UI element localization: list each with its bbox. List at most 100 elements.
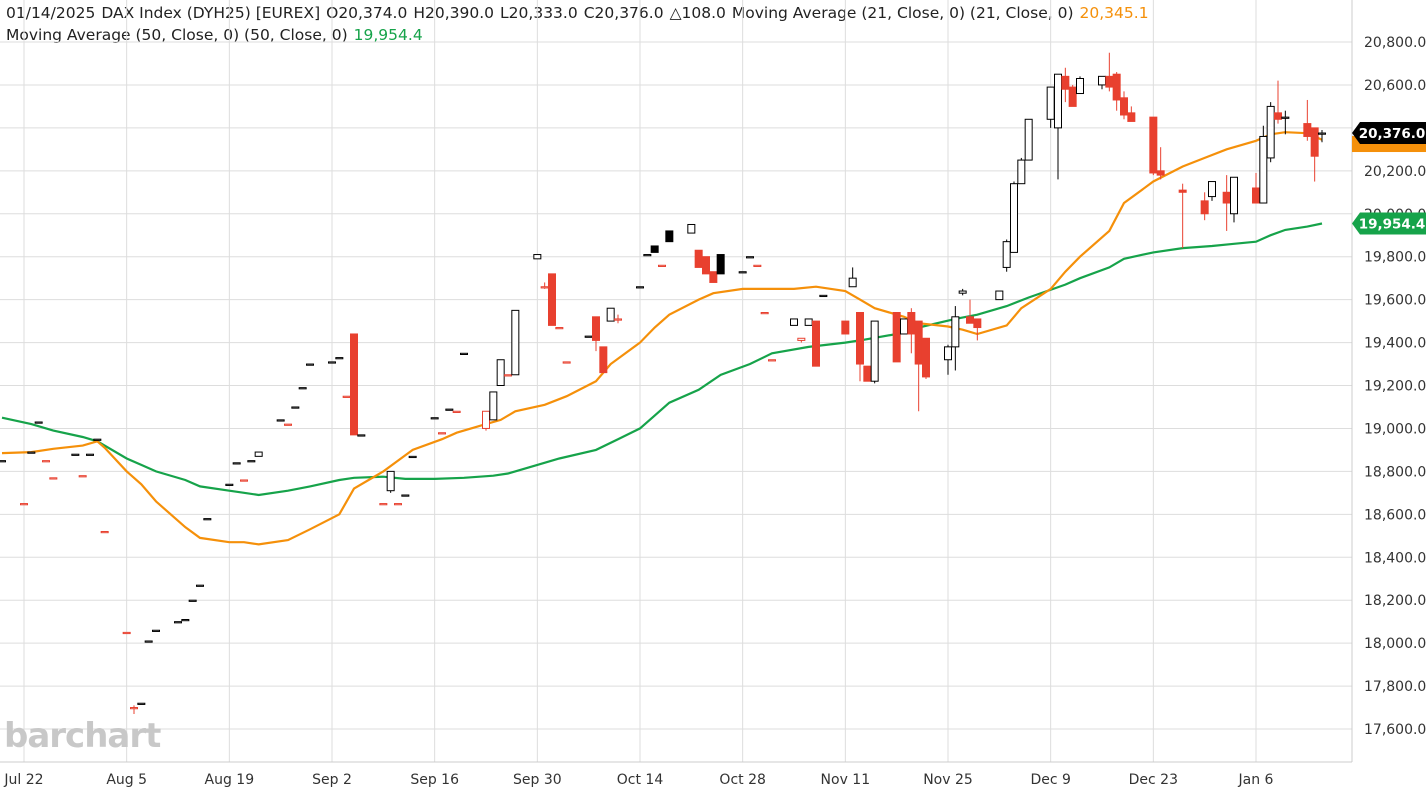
candle-body — [386, 470, 395, 492]
candle-body — [944, 346, 952, 361]
x-tick-label: Dec 9 — [1030, 772, 1070, 788]
candle-body — [1274, 112, 1282, 120]
candle-body — [599, 346, 608, 374]
candle — [841, 320, 850, 335]
candle-body — [181, 619, 190, 622]
candle — [401, 494, 410, 497]
candle — [966, 299, 974, 324]
candle — [819, 294, 828, 298]
candle-body — [1024, 118, 1033, 161]
candle — [1266, 102, 1275, 163]
x-tick-label: Aug 5 — [106, 772, 147, 788]
candle — [328, 361, 336, 364]
candle-body — [350, 333, 358, 436]
candle-body — [42, 460, 50, 463]
candle-body — [152, 629, 160, 632]
candle-body — [438, 432, 446, 435]
candle — [870, 320, 879, 384]
candle-body — [636, 286, 644, 289]
candle — [342, 395, 351, 398]
candle-body — [1200, 200, 1209, 215]
candle-body — [504, 374, 512, 377]
candle-body — [174, 621, 182, 624]
candle-body — [540, 286, 549, 289]
candle — [174, 621, 182, 624]
candle — [548, 273, 556, 326]
candle-body — [790, 318, 798, 326]
candle-body — [606, 307, 615, 322]
candle-body — [20, 503, 28, 506]
candle-body — [342, 395, 351, 398]
candle — [922, 337, 930, 380]
chart-header: 01/14/2025 DAX Index (DYH25) [EUREX] O20,3… — [6, 2, 1155, 46]
candle-body — [892, 312, 901, 363]
candle-body — [1098, 75, 1106, 86]
candle — [203, 518, 212, 521]
candle — [49, 477, 58, 480]
candle-body — [1068, 86, 1077, 107]
candle-body — [232, 462, 241, 465]
candle-body — [496, 359, 505, 386]
candle — [760, 312, 769, 315]
candle — [614, 314, 622, 324]
candles — [0, 52, 1326, 714]
candle — [152, 629, 160, 632]
candle-body — [401, 494, 410, 497]
candle — [460, 352, 468, 355]
candle-body — [298, 387, 307, 390]
candle — [555, 327, 564, 330]
y-tick-label: 17,800.0 — [1364, 679, 1426, 695]
candle — [78, 475, 87, 478]
candle — [746, 256, 754, 259]
y-tick-label: 19,200.0 — [1364, 379, 1426, 395]
candle — [1061, 67, 1070, 103]
candle — [430, 417, 439, 420]
barchart-logo: barchart — [4, 716, 161, 756]
candle-body — [225, 483, 234, 486]
candle-body — [804, 318, 813, 326]
x-tick-label: Jul 22 — [3, 772, 43, 788]
header-open: O20,374.0 — [326, 4, 408, 22]
candle — [438, 432, 446, 435]
candle-body — [1303, 123, 1312, 137]
candle — [181, 619, 190, 622]
candle-body — [1149, 116, 1158, 174]
candle-body — [687, 223, 696, 234]
candle — [1002, 239, 1011, 272]
candle-body — [49, 477, 58, 480]
candle — [0, 460, 6, 463]
ma50-label: Moving Average (50, Close, 0) (50, Close… — [6, 26, 348, 44]
candle-body — [452, 410, 461, 413]
candle-body — [665, 230, 674, 243]
candle-body — [1127, 112, 1136, 122]
ma21-series — [1, 131, 1323, 546]
candle — [892, 312, 901, 363]
ma50-series — [1, 222, 1323, 497]
candle-body — [137, 702, 146, 705]
candle-body — [1310, 127, 1319, 157]
ma21-label: Moving Average (21, Close, 0) (21, Close… — [731, 4, 1074, 22]
y-tick-label: 19,000.0 — [1364, 421, 1426, 437]
candle — [511, 309, 520, 376]
candle-body — [746, 256, 754, 259]
candle-body — [555, 327, 564, 330]
candle-body — [1156, 170, 1165, 176]
x-tick-label: Dec 23 — [1129, 772, 1178, 788]
candle — [232, 462, 241, 465]
candle — [1105, 52, 1114, 92]
candle-body — [1259, 135, 1268, 204]
candle-body — [1046, 86, 1055, 120]
candle — [137, 702, 146, 705]
candle-body — [196, 584, 204, 587]
y-tick-label: 20,800.0 — [1364, 35, 1426, 51]
candle-body — [203, 518, 212, 521]
candle — [298, 387, 307, 390]
candle-body — [1222, 191, 1231, 204]
candle — [100, 530, 109, 534]
candle-body — [958, 290, 967, 294]
candle-body — [716, 254, 725, 275]
x-tick-label: Sep 2 — [312, 772, 352, 788]
candle-body — [584, 335, 593, 338]
candle-body — [247, 460, 256, 463]
